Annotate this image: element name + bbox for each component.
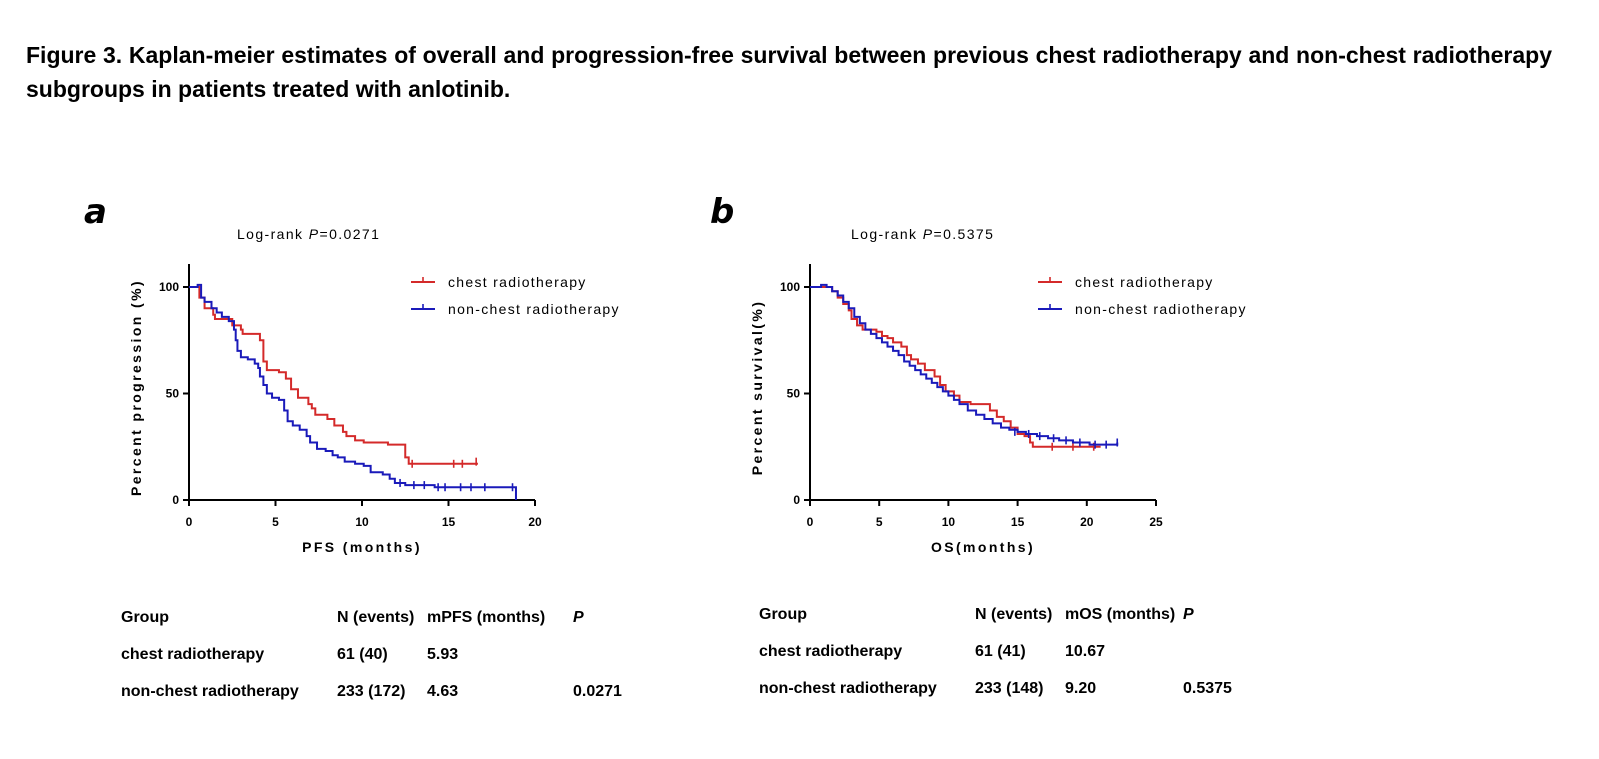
x-tick-label: 5 [272,515,279,529]
chart-a-logrank: Log-rank P=0.0271 [237,226,380,242]
y-axis-label: Percent progression (%) [128,279,144,496]
table-b-header-group: Group [759,606,807,623]
x-tick-label: 10 [942,515,956,529]
table-b-row1-group: chest radiotherapy [759,643,903,660]
km-curve-chest [189,286,478,465]
table-a-header-group: Group [121,609,169,626]
table-b-row2-median: 9.20 [1065,680,1097,697]
panel-letter-a: a [84,192,107,232]
table-a-header-n: N (events) [337,609,415,626]
table-b-row1-median: 10.67 [1065,643,1106,660]
chart-b-series [810,283,1119,451]
x-tick-label: 20 [528,515,542,529]
x-tick-label: 0 [807,515,814,529]
table-b-row2-p: 0.5375 [1183,680,1232,697]
x-tick-label: 25 [1149,515,1163,529]
table-b-header-median: mOS (months) [1065,606,1176,623]
x-tick-label: 10 [355,515,369,529]
chart-a-legend: chest radiotherapy non-chest radiotherapy [411,274,620,317]
table-a-header-median: mPFS (months) [427,609,546,626]
x-tick-label: 20 [1080,515,1094,529]
x-tick-label: 5 [876,515,883,529]
figure-caption: Figure 3. Kaplan-meier estimates of over… [26,42,1552,102]
x-tick-label: 15 [442,515,456,529]
y-tick-label: 0 [793,493,800,507]
y-axis-label: Percent survival(%) [749,300,765,476]
x-axis-label: PFS (months) [302,539,422,555]
panel-letter-b: b [710,192,735,232]
table-b-header-p: P [1183,606,1194,623]
table-a-row1-median: 5.93 [427,646,459,663]
table-b-row1-n: 61 (41) [975,643,1026,660]
chart-b-axes: 0 5 10 15 20 25 0 50 100 OS(months) Percent surviv… [749,264,1163,555]
y-tick-label: 0 [172,493,179,507]
x-tick-label: 15 [1011,515,1025,529]
legend-label-nonchest: non-chest radiotherapy [448,301,620,317]
chart-a-series [189,283,517,500]
x-tick-label: 0 [186,515,193,529]
legend-label-chest: chest radiotherapy [448,274,587,290]
table-a-header-p: P [573,609,584,626]
y-tick-label: 100 [159,280,179,294]
chart-b-legend: chest radiotherapy non-chest radiotherapy [1038,274,1247,317]
chart-a-axes: 0 5 10 15 20 0 50 100 PFS (months) Percent progre… [128,264,542,555]
table-a-row2-n: 233 (172) [337,683,406,700]
y-tick-label: 50 [166,387,180,401]
chart-b: Log-rank P=0.5375 0 5 10 15 20 25 0 50 100 OS(mon… [749,226,1247,555]
km-curve-nonchest [189,283,517,500]
legend-label-chest: chest radiotherapy [1075,274,1214,290]
chart-b-logrank: Log-rank P=0.5375 [851,226,994,242]
table-b-row2-n: 233 (148) [975,680,1044,697]
y-tick-label: 100 [780,280,800,294]
y-tick-label: 50 [787,387,801,401]
table-b-header-n: N (events) [975,606,1053,623]
table-a-row2-median: 4.63 [427,683,459,700]
x-axis-label: OS(months) [931,539,1035,555]
table-a-row1-n: 61 (40) [337,646,388,663]
table-a-row1-group: chest radiotherapy [121,646,265,663]
legend-label-nonchest: non-chest radiotherapy [1075,301,1247,317]
km-curve-nonchest [810,283,1119,446]
table-a-row2-group: non-chest radiotherapy [121,683,299,700]
table-b-row2-group: non-chest radiotherapy [759,680,937,697]
table-a-row2-p: 0.0271 [573,683,622,700]
km-curve-chest [810,286,1101,448]
chart-a: Log-rank P=0.0271 0 5 10 15 20 0 50 100 PFS (mon… [128,226,620,555]
